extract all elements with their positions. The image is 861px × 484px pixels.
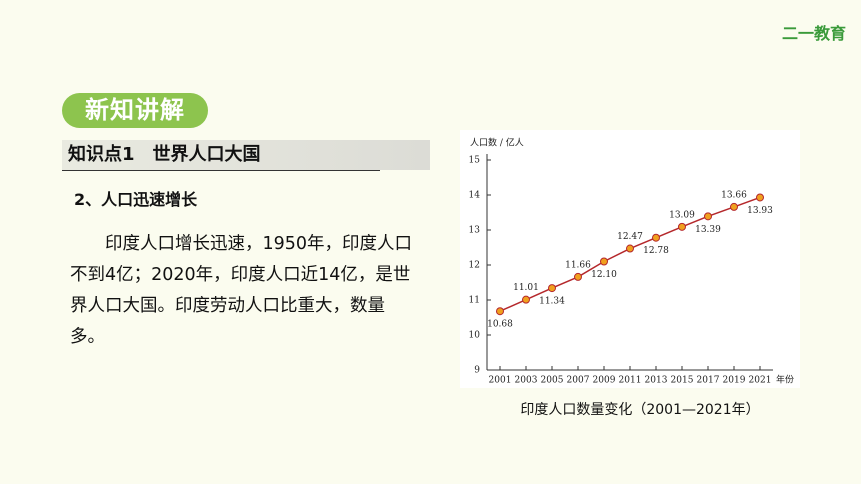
data-point — [496, 307, 504, 316]
y-tick-label: 15 — [469, 156, 481, 166]
data-label: 10.68 — [487, 320, 513, 330]
data-point — [652, 233, 660, 242]
data-point — [756, 193, 764, 202]
data-point — [548, 284, 556, 293]
data-label: 13.39 — [695, 225, 721, 235]
data-label: 11.01 — [513, 283, 539, 293]
data-label: 11.66 — [565, 260, 591, 270]
data-point — [600, 257, 608, 266]
y-tick-label: 14 — [469, 191, 481, 201]
data-point — [704, 212, 712, 221]
x-tick-label: 2005 — [541, 376, 564, 386]
data-point — [730, 202, 738, 211]
x-tick-label: 2015 — [671, 376, 694, 386]
data-label: 11.34 — [539, 297, 565, 307]
y-tick-label: 11 — [469, 296, 480, 306]
x-tick-label: 2021 — [749, 376, 772, 386]
x-tick-label: 2019 — [723, 376, 746, 386]
x-tick-label: 2001 — [489, 376, 512, 386]
data-point — [626, 244, 634, 253]
chart-caption: 印度人口数量变化（2001—2021年） — [520, 402, 759, 418]
y-tick-label: 13 — [469, 226, 481, 236]
data-point — [574, 272, 582, 281]
x-tick-label: 2013 — [645, 376, 668, 386]
subsection-heading: 2、人口迅速增长 — [74, 190, 198, 209]
paragraph: 印度人口增长迅速，1950年，印度人口不到4亿；2020年，印度人口近14亿，是… — [70, 234, 413, 347]
heading-rule — [62, 170, 380, 171]
x-tick-label: 2007 — [567, 376, 590, 386]
x-axis-label: 年份 — [776, 374, 794, 386]
y-tick-label: 10 — [469, 331, 481, 341]
data-label: 13.09 — [669, 210, 695, 220]
y-tick-label: 9 — [474, 366, 480, 376]
y-axis-label: 人口数 / 亿人 — [470, 137, 524, 149]
data-label: 13.66 — [721, 190, 747, 200]
x-tick-label: 2011 — [619, 376, 642, 386]
data-label: 12.78 — [643, 246, 669, 256]
chart-panel — [460, 130, 800, 388]
data-label: 12.47 — [617, 232, 643, 242]
logo: 二一教育 — [782, 24, 847, 43]
data-point — [678, 222, 686, 231]
section-heading: 知识点1 世界人口大国 — [62, 140, 430, 170]
y-tick-label: 12 — [469, 261, 480, 271]
data-point — [522, 295, 530, 304]
data-label: 12.10 — [591, 270, 617, 280]
data-label: 13.93 — [747, 206, 773, 216]
x-tick-label: 2009 — [593, 376, 616, 386]
badge: 新知讲解 — [62, 93, 208, 128]
x-tick-label: 2003 — [515, 376, 538, 386]
x-tick-label: 2017 — [697, 376, 720, 386]
